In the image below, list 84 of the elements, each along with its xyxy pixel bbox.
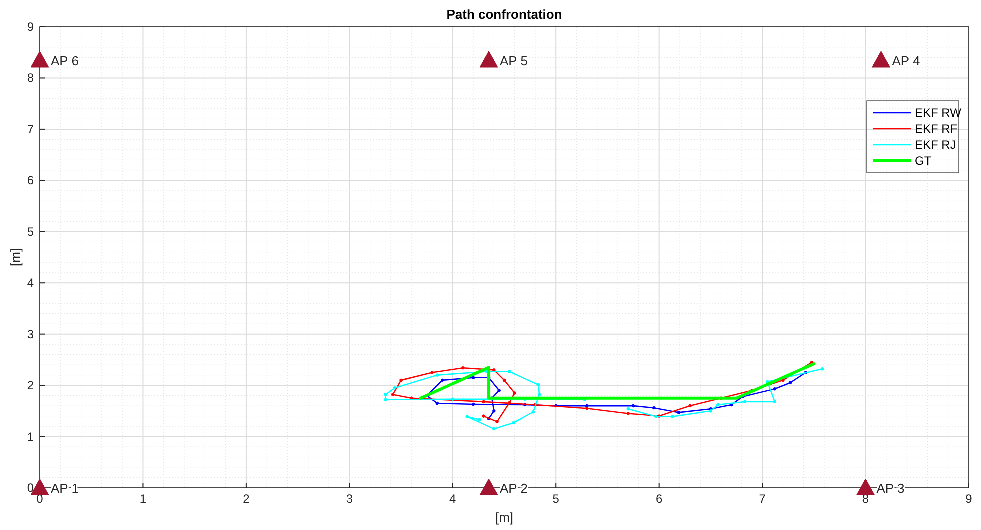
point: [652, 406, 656, 410]
x-tick-label: 0: [36, 492, 44, 506]
legend-label: EKF RW: [915, 106, 962, 120]
legend-label: GT: [915, 154, 932, 168]
point: [688, 404, 692, 408]
point: [856, 478, 876, 496]
y-tick-label: 4: [27, 276, 34, 290]
point: [677, 411, 681, 414]
point: [393, 386, 397, 390]
point: [440, 378, 444, 382]
annotation: AP 4: [892, 53, 920, 68]
point: [472, 376, 476, 380]
point: [391, 393, 395, 396]
y-tick-label: 0: [27, 481, 34, 495]
y-tick-label: 3: [27, 327, 34, 342]
x-tick-label: 9: [966, 492, 973, 506]
x-tick-label: 5: [552, 492, 560, 506]
point: [466, 415, 469, 418]
point: [782, 378, 785, 382]
y-tick-label: 8: [27, 71, 34, 86]
point: [773, 400, 777, 404]
point: [820, 368, 824, 371]
x-tick-label: 4: [450, 492, 457, 506]
legend-label: EKF RJ: [915, 138, 956, 152]
point: [872, 51, 891, 68]
point: [508, 401, 512, 405]
point: [626, 412, 630, 416]
point: [436, 374, 440, 377]
point: [384, 393, 388, 396]
x-tick-label: 2: [243, 492, 250, 506]
y-tick-label: 5: [27, 224, 34, 239]
point: [512, 421, 516, 425]
point: [536, 383, 540, 387]
point: [508, 370, 512, 374]
point: [513, 392, 516, 395]
legend-label: EKF RF: [915, 122, 958, 136]
x-tick-label: 7: [759, 492, 766, 506]
y-tick-label: 6: [27, 174, 34, 188]
point: [671, 415, 674, 418]
point: [716, 403, 720, 407]
point: [538, 393, 542, 396]
chart-title: Path confrontation: [446, 7, 562, 22]
point: [436, 402, 440, 406]
y-tick-label: 1: [27, 430, 34, 444]
x-tick-label: 6: [656, 492, 663, 506]
point: [626, 407, 630, 411]
point: [498, 389, 501, 392]
point: [585, 404, 589, 408]
point: [384, 398, 388, 402]
point: [478, 418, 482, 422]
point: [30, 51, 50, 68]
y-tick-label: 9: [27, 20, 34, 34]
x-tick-label: 8: [862, 492, 870, 506]
annotation: AP 5: [500, 53, 528, 68]
point: [451, 398, 455, 402]
point: [400, 378, 403, 382]
point: [496, 420, 499, 424]
annotation: AP 6: [51, 53, 79, 68]
x-tick-label: 3: [346, 492, 354, 506]
point: [743, 400, 747, 404]
point: [492, 427, 496, 431]
point: [532, 410, 536, 414]
x-tick-label: 1: [140, 492, 147, 506]
point: [462, 366, 465, 370]
y-axis-title: [m]: [8, 248, 23, 267]
point: [709, 410, 713, 413]
point: [480, 51, 498, 68]
point: [430, 371, 434, 374]
point: [632, 404, 636, 408]
point: [482, 414, 486, 418]
point: [492, 410, 496, 413]
point: [773, 387, 777, 391]
x-axis-title: [m]: [495, 510, 514, 525]
point: [472, 402, 476, 406]
point: [492, 368, 496, 372]
point: [654, 415, 658, 418]
point: [585, 406, 589, 410]
y-tick-label: 2: [27, 378, 34, 393]
point: [480, 478, 498, 496]
point: [766, 380, 770, 384]
point: [502, 378, 506, 382]
point: [788, 381, 792, 385]
point: [482, 400, 486, 404]
y-tick-label: 7: [27, 122, 34, 136]
